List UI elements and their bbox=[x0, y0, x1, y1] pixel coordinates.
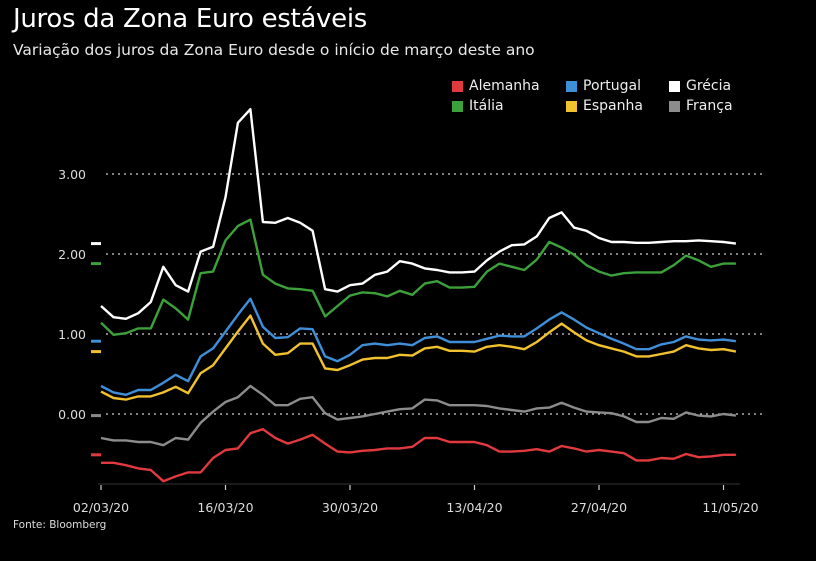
legend-item-franca: França bbox=[669, 98, 733, 114]
x-tick-label: 02/03/20 bbox=[73, 500, 129, 515]
legend-label: Espanha bbox=[583, 98, 643, 114]
chart-title: Juros da Zona Euro estáveis bbox=[13, 4, 367, 34]
legend-swatch bbox=[566, 100, 577, 112]
y-tick-label: 3.00 bbox=[58, 167, 86, 182]
legend-swatch bbox=[452, 100, 463, 112]
legend-label: Alemanha bbox=[469, 78, 540, 94]
x-tick-label: 13/04/20 bbox=[446, 500, 502, 515]
y-tick-label: 2.00 bbox=[58, 247, 86, 262]
legend-item-portugal: Portugal bbox=[566, 78, 641, 94]
legend-item-espanha: Espanha bbox=[566, 98, 643, 114]
series-line-grecia bbox=[100, 107, 737, 320]
x-tick-label: 27/04/20 bbox=[571, 500, 627, 515]
series-line-alemanha bbox=[101, 428, 736, 483]
series-line-franca bbox=[100, 384, 737, 447]
x-tick-label: 16/03/20 bbox=[197, 500, 253, 515]
x-tick-label: 30/03/20 bbox=[322, 500, 378, 515]
legend-label: Itália bbox=[469, 98, 504, 114]
legend-swatch bbox=[669, 80, 680, 92]
source-note: Fonte: Bloomberg bbox=[13, 519, 107, 531]
series-line-espanha bbox=[100, 314, 737, 401]
legend-label: França bbox=[686, 98, 733, 114]
legend-item-alemanha: Alemanha bbox=[452, 78, 540, 94]
legend-label: Portugal bbox=[583, 78, 641, 94]
legend-label: Grécia bbox=[686, 78, 732, 94]
chart-subtitle: Variação dos juros da Zona Euro desde o … bbox=[13, 41, 535, 59]
legend-swatch bbox=[452, 80, 463, 92]
legend-item-grecia: Grécia bbox=[669, 78, 731, 94]
x-tick-label: 11/05/20 bbox=[702, 500, 758, 515]
legend-swatch bbox=[566, 80, 577, 92]
series-line-italia bbox=[100, 218, 736, 336]
y-tick-label: 0.00 bbox=[58, 407, 86, 422]
legend-swatch bbox=[669, 100, 680, 112]
series-line-portugal bbox=[100, 297, 737, 396]
y-tick-label: 1.00 bbox=[58, 327, 86, 342]
legend-item-italia: Itália bbox=[452, 98, 504, 114]
